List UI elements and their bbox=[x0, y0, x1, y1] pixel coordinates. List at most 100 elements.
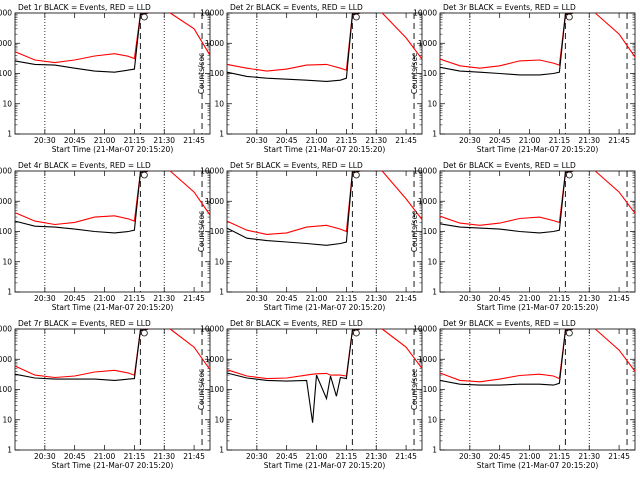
series-line-lld bbox=[439, 328, 574, 383]
chart-title: Det 7r BLACK = Events, RED = LLD bbox=[18, 319, 151, 328]
x-tick-label: 21:30 bbox=[578, 294, 600, 303]
peak-marker bbox=[140, 13, 148, 21]
x-tick-label: 21:00 bbox=[306, 294, 328, 303]
x-tick-label: 21:45 bbox=[183, 452, 205, 461]
x-tick-label: 20:30 bbox=[34, 136, 56, 145]
x-axis-label: Start Time (21-Mar-07 20:15:20) bbox=[264, 303, 386, 312]
y-tick-label: 10 bbox=[2, 257, 12, 266]
series-line-lld bbox=[594, 328, 636, 372]
y-tick-label: 1000 bbox=[0, 197, 12, 206]
plot-frame bbox=[226, 328, 423, 451]
y-tick-label: 1000 bbox=[205, 355, 224, 364]
plot-frame bbox=[14, 328, 211, 451]
y-axis-label: Counts/sec bbox=[197, 369, 206, 410]
y-tick-label: 1 bbox=[219, 446, 224, 455]
plot-frame bbox=[439, 328, 636, 451]
y-tick-label: 1 bbox=[432, 446, 437, 455]
series-line-lld bbox=[169, 12, 211, 56]
y-tick-label: 1 bbox=[432, 130, 437, 139]
series-line-lld bbox=[14, 170, 149, 226]
x-tick-label: 21:45 bbox=[183, 294, 205, 303]
y-tick-label: 10000 bbox=[0, 325, 12, 334]
plot-frame bbox=[226, 170, 423, 293]
x-tick-label: 21:15 bbox=[124, 452, 146, 461]
x-tick-label: 21:15 bbox=[124, 136, 146, 145]
y-tick-label: 1 bbox=[219, 130, 224, 139]
x-tick-label: 21:15 bbox=[336, 452, 358, 461]
x-tick-label: 20:45 bbox=[276, 452, 298, 461]
chart-panel-1: Det 1r BLACK = Events, RED = LLD 1 10 100 10… bbox=[0, 3, 211, 154]
x-tick-label: 21:00 bbox=[519, 136, 541, 145]
chart-title: Det 4r BLACK = Events, RED = LLD bbox=[18, 161, 151, 170]
y-tick-label: 100 bbox=[423, 385, 438, 394]
y-tick-label: 100 bbox=[0, 69, 12, 78]
x-tick-label: 21:30 bbox=[578, 452, 600, 461]
y-tick-label: 100 bbox=[210, 227, 225, 236]
series-line-events bbox=[439, 12, 574, 76]
series-line-lld bbox=[594, 170, 636, 214]
x-tick-label: 21:30 bbox=[153, 294, 175, 303]
y-tick-label: 1000 bbox=[418, 39, 437, 48]
x-tick-label: 20:30 bbox=[34, 294, 56, 303]
x-tick-label: 20:30 bbox=[459, 452, 481, 461]
peak-marker bbox=[352, 329, 360, 337]
x-tick-label: 20:45 bbox=[489, 452, 511, 461]
x-tick-label: 20:30 bbox=[459, 294, 481, 303]
x-tick-label: 21:00 bbox=[519, 294, 541, 303]
series-line-events bbox=[439, 328, 574, 386]
x-tick-label: 21:30 bbox=[578, 136, 600, 145]
x-tick-label: 20:45 bbox=[489, 136, 511, 145]
peak-marker bbox=[565, 171, 573, 179]
x-tick-label: 21:45 bbox=[395, 136, 417, 145]
series-line-events bbox=[226, 328, 361, 423]
x-tick-label: 21:45 bbox=[608, 136, 630, 145]
y-tick-label: 100 bbox=[0, 385, 12, 394]
chart-title: Det 2r BLACK = Events, RED = LLD bbox=[230, 3, 363, 12]
x-tick-label: 21:15 bbox=[549, 136, 571, 145]
chart-panel-4: Det 4r BLACK = Events, RED = LLD 1 10 100 10… bbox=[0, 161, 211, 312]
x-tick-label: 21:30 bbox=[153, 136, 175, 145]
x-axis-label: Start Time (21-Mar-07 20:15:20) bbox=[52, 145, 174, 154]
series-line-lld bbox=[226, 170, 361, 235]
chart-panel-5: Det 5r BLACK = Events, RED = LLD 1 10 100 10… bbox=[197, 161, 423, 312]
x-tick-label: 21:30 bbox=[153, 452, 175, 461]
x-tick-label: 21:15 bbox=[124, 294, 146, 303]
x-tick-label: 21:00 bbox=[306, 136, 328, 145]
series-line-lld bbox=[14, 328, 149, 379]
chart-title: Det 5r BLACK = Events, RED = LLD bbox=[230, 161, 363, 170]
y-tick-label: 10000 bbox=[413, 9, 437, 18]
y-tick-label: 1000 bbox=[205, 197, 224, 206]
chart-panel-6: Det 6r BLACK = Events, RED = LLD 1 10 100 10… bbox=[410, 161, 636, 312]
x-axis-label: Start Time (21-Mar-07 20:15:20) bbox=[52, 461, 174, 470]
y-axis-label: Counts/sec bbox=[197, 211, 206, 252]
y-tick-label: 100 bbox=[210, 69, 225, 78]
y-tick-label: 10000 bbox=[200, 9, 224, 18]
x-tick-label: 21:00 bbox=[519, 452, 541, 461]
x-tick-label: 21:45 bbox=[395, 452, 417, 461]
x-tick-label: 21:00 bbox=[306, 452, 328, 461]
x-tick-label: 21:30 bbox=[365, 136, 387, 145]
x-tick-label: 21:15 bbox=[549, 452, 571, 461]
y-tick-label: 1000 bbox=[0, 355, 12, 364]
chart-panel-7: Det 7r BLACK = Events, RED = LLD 1 10 100 10… bbox=[0, 319, 211, 470]
chart-panel-2: Det 2r BLACK = Events, RED = LLD 1 10 100 10… bbox=[197, 3, 423, 154]
y-tick-label: 10000 bbox=[413, 167, 437, 176]
x-axis-label: Start Time (21-Mar-07 20:15:20) bbox=[477, 303, 599, 312]
series-line-lld bbox=[226, 12, 361, 72]
peak-marker bbox=[565, 13, 573, 21]
y-tick-label: 10000 bbox=[200, 167, 224, 176]
series-line-lld bbox=[594, 12, 636, 58]
y-tick-label: 10 bbox=[427, 415, 437, 424]
x-tick-label: 20:30 bbox=[246, 136, 268, 145]
x-tick-label: 21:45 bbox=[608, 294, 630, 303]
y-tick-label: 100 bbox=[210, 385, 225, 394]
x-tick-label: 20:30 bbox=[34, 452, 56, 461]
y-tick-label: 10000 bbox=[200, 325, 224, 334]
plot-frame bbox=[14, 12, 211, 135]
peak-marker bbox=[352, 171, 360, 179]
x-tick-label: 20:45 bbox=[276, 136, 298, 145]
series-line-events bbox=[439, 170, 574, 234]
x-tick-label: 20:45 bbox=[64, 452, 86, 461]
series-line-lld bbox=[226, 328, 361, 380]
